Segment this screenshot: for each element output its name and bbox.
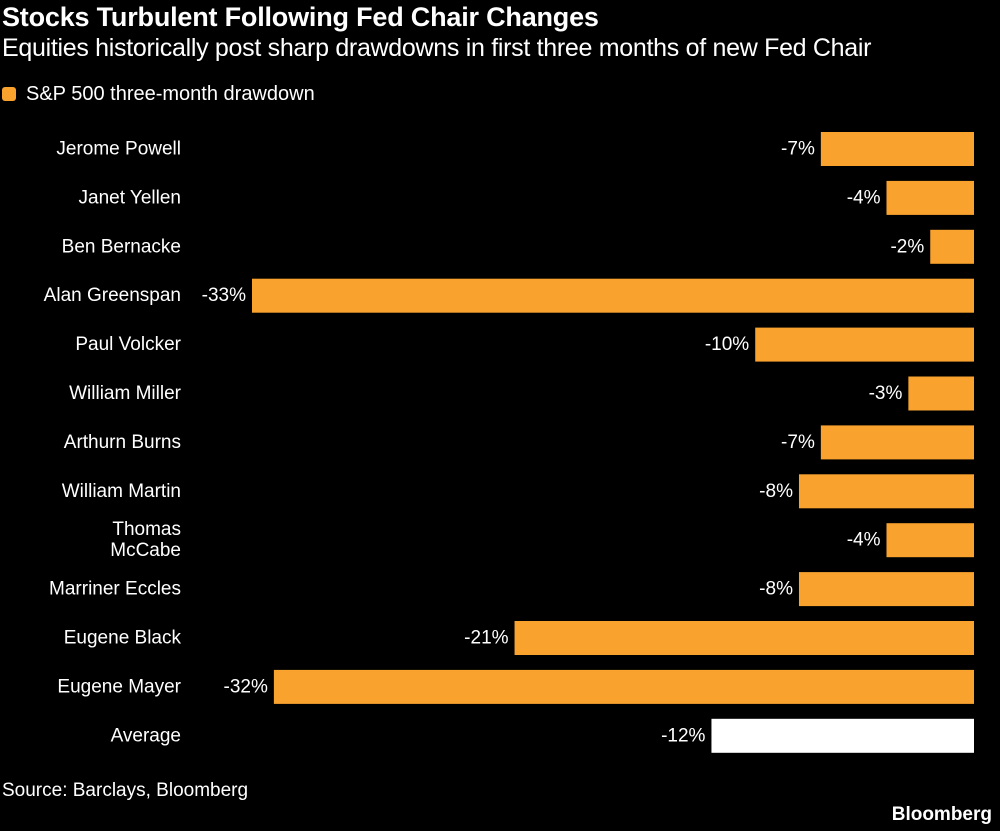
category-label: McCabe: [110, 540, 181, 561]
bar: [755, 327, 974, 362]
value-label: -12%: [661, 725, 705, 746]
bar: [886, 180, 974, 215]
value-label: -8%: [759, 481, 793, 502]
value-label: -10%: [705, 334, 749, 355]
value-label: -4%: [847, 530, 881, 551]
bar: [252, 278, 974, 313]
brand-logo: Bloomberg: [891, 804, 992, 825]
bar: [820, 425, 974, 460]
category-label: William Miller: [69, 383, 182, 404]
bar: [908, 376, 974, 411]
bar: [930, 229, 974, 264]
value-label: -33%: [202, 285, 246, 306]
category-label: William Martin: [62, 481, 181, 502]
value-label: -7%: [781, 432, 815, 453]
category-label: Average: [111, 725, 181, 746]
chart-title: Stocks Turbulent Following Fed Chair Cha…: [2, 2, 599, 32]
category-label: Ben Bernacke: [62, 236, 181, 257]
category-label: Arthurn Burns: [64, 432, 181, 453]
category-label: Marriner Eccles: [49, 579, 181, 600]
legend-swatch: [2, 87, 16, 101]
bar: [273, 669, 974, 704]
category-label: Paul Volcker: [75, 334, 181, 355]
value-label: -8%: [759, 579, 793, 600]
category-label: Thomas: [112, 519, 181, 540]
bar: [820, 132, 974, 166]
legend-label: S&P 500 three-month drawdown: [26, 82, 315, 105]
value-label: -7%: [781, 139, 815, 160]
bar: [514, 621, 974, 655]
bar: [798, 572, 974, 607]
category-label: Jerome Powell: [56, 139, 181, 160]
value-label: -21%: [464, 628, 508, 649]
value-label: -32%: [224, 676, 268, 697]
bar: [886, 523, 974, 558]
bar: [798, 474, 974, 509]
value-label: -2%: [890, 236, 924, 257]
source-note: Source: Barclays, Bloomberg: [2, 780, 249, 801]
category-label: Alan Greenspan: [44, 285, 181, 306]
category-label: Janet Yellen: [79, 187, 182, 208]
chart-subtitle: Equities historically post sharp drawdow…: [2, 34, 872, 62]
value-label: -4%: [847, 187, 881, 208]
category-label: Eugene Black: [64, 628, 182, 649]
legend: S&P 500 three-month drawdown: [2, 82, 315, 106]
average-bar: [711, 718, 974, 753]
category-label: Eugene Mayer: [57, 676, 181, 697]
value-label: -3%: [869, 383, 903, 404]
